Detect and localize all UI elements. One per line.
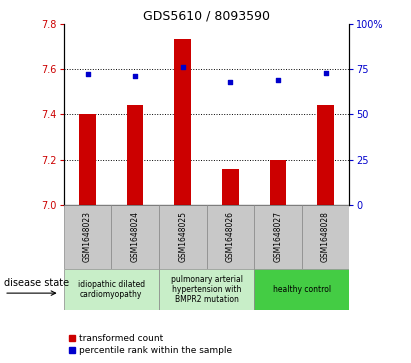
Bar xyxy=(64,205,111,269)
Bar xyxy=(159,205,206,269)
Text: idiopathic dilated
cardiomyopathy: idiopathic dilated cardiomyopathy xyxy=(78,280,145,299)
Text: disease state: disease state xyxy=(4,278,69,287)
Bar xyxy=(111,205,159,269)
Text: GSM1648023: GSM1648023 xyxy=(83,211,92,262)
Point xyxy=(180,64,186,70)
Text: GSM1648025: GSM1648025 xyxy=(178,211,187,262)
Bar xyxy=(127,105,143,205)
Legend: transformed count, percentile rank within the sample: transformed count, percentile rank withi… xyxy=(68,334,232,355)
Bar xyxy=(222,169,239,205)
Point xyxy=(84,72,91,77)
Bar xyxy=(159,269,254,310)
Bar xyxy=(174,40,191,205)
Bar xyxy=(254,205,302,269)
Point xyxy=(132,73,139,79)
Bar xyxy=(79,114,96,205)
Bar xyxy=(302,205,349,269)
Point xyxy=(275,77,281,83)
Bar xyxy=(270,160,286,205)
Text: healthy control: healthy control xyxy=(272,285,331,294)
Point xyxy=(322,70,329,76)
Bar xyxy=(206,205,254,269)
Text: GSM1648028: GSM1648028 xyxy=(321,211,330,262)
Text: pulmonary arterial
hypertension with
BMPR2 mutation: pulmonary arterial hypertension with BMP… xyxy=(171,274,242,305)
Bar xyxy=(254,269,349,310)
Bar xyxy=(64,269,159,310)
Text: GSM1648027: GSM1648027 xyxy=(273,211,282,262)
Point xyxy=(227,79,233,85)
Text: GSM1648026: GSM1648026 xyxy=(226,211,235,262)
Bar xyxy=(317,105,334,205)
Title: GDS5610 / 8093590: GDS5610 / 8093590 xyxy=(143,9,270,23)
Text: GSM1648024: GSM1648024 xyxy=(131,211,140,262)
